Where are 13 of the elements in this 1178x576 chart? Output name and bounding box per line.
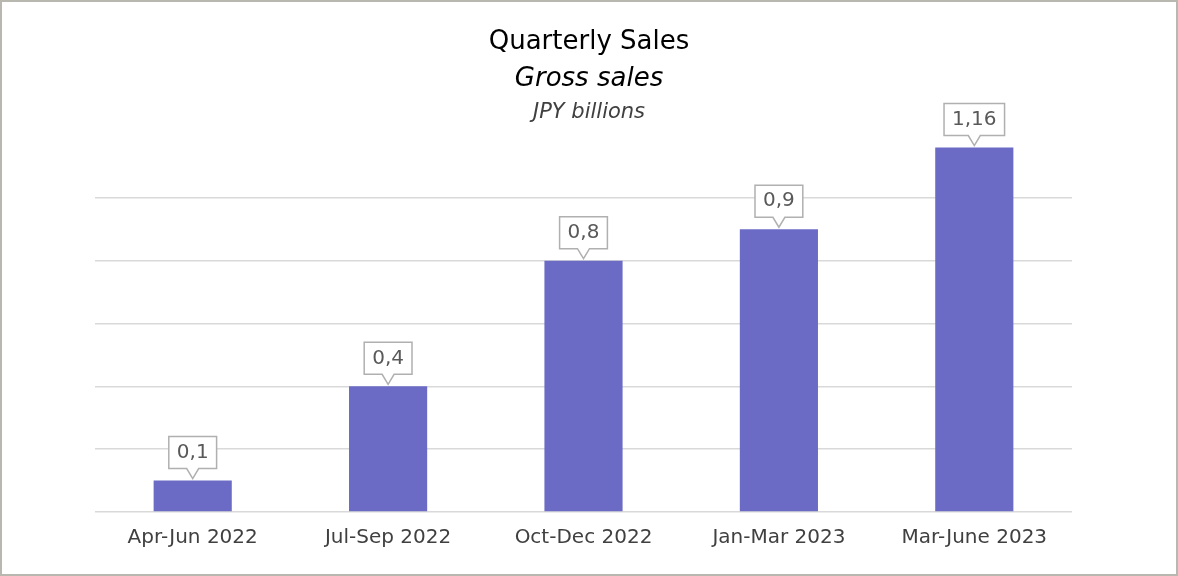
data-label: 0,1 <box>176 438 209 463</box>
data-label: 1,16 <box>952 105 997 130</box>
x-tick-label: Jan-Mar 2023 <box>710 524 846 549</box>
data-label: 0,9 <box>762 187 795 212</box>
x-tick-label: Mar-June 2023 <box>901 524 1048 549</box>
chart-subtitle: Gross sales <box>514 61 664 92</box>
x-tick-label: Oct-Dec 2022 <box>514 524 653 549</box>
y-axis-title: JPY billions <box>528 99 646 124</box>
data-label: 0,4 <box>372 344 405 369</box>
data-label: 0,8 <box>567 218 600 243</box>
x-tick-label: Jul-Sep 2022 <box>322 524 452 549</box>
x-tick-label: Apr-Jun 2022 <box>127 524 258 549</box>
chart-title: Quarterly Sales <box>488 24 690 55</box>
